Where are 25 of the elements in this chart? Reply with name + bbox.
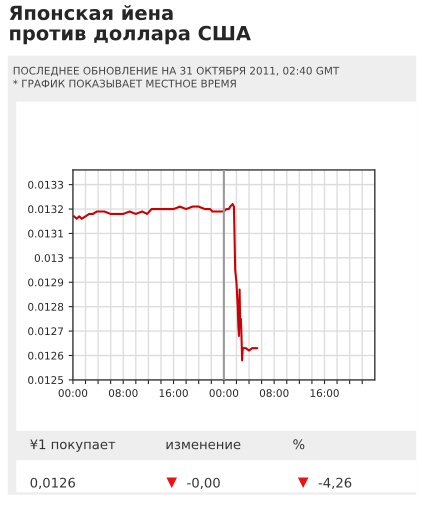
line-series (73, 203, 258, 362)
y-tick-label: 0.0133 (28, 180, 64, 189)
y-tick-label: 0.0127 (28, 327, 64, 336)
y-tick-label: 0.0126 (28, 352, 64, 360)
text: 0,0126 (30, 478, 76, 490)
text: изменение (166, 442, 240, 450)
x-tick-label: 00:00 (210, 389, 238, 397)
text: ¥1 покупает (30, 439, 116, 452)
text: * ГРАФИК ПОКАЗЫВАЕТ МЕСТНОЕ ВРЕМЯ (13, 80, 236, 88)
y-tick-label: 0.0129 (28, 278, 64, 286)
x-tick-label: 08:00 (108, 389, 138, 397)
x-tick-label: 16:00 (310, 389, 339, 397)
text: % (293, 439, 304, 450)
y-tick-label: 0.0132 (28, 205, 63, 214)
x-tick-label: 00:00 (58, 389, 88, 397)
y-tick-label: 0.0128 (28, 302, 64, 311)
text: -0,00 (187, 478, 220, 490)
y-tick-label: 0.013 (34, 254, 64, 262)
text: -4,26 (318, 478, 352, 490)
x-tick-label: 16:00 (160, 389, 188, 397)
chart-title: Японская йена против доллара США (10, 5, 251, 44)
y-tick-label: 0.0125 (28, 376, 63, 384)
chart-subtitle: ПОСЛЕДНЕЕ ОБНОВЛЕНИЕ НА 31 ОКТЯБРЯ 2011, 02:40 GMT (14, 66, 340, 76)
x-tick-label: 08:00 (260, 389, 289, 397)
y-tick-label: 0.0131 (28, 230, 63, 238)
